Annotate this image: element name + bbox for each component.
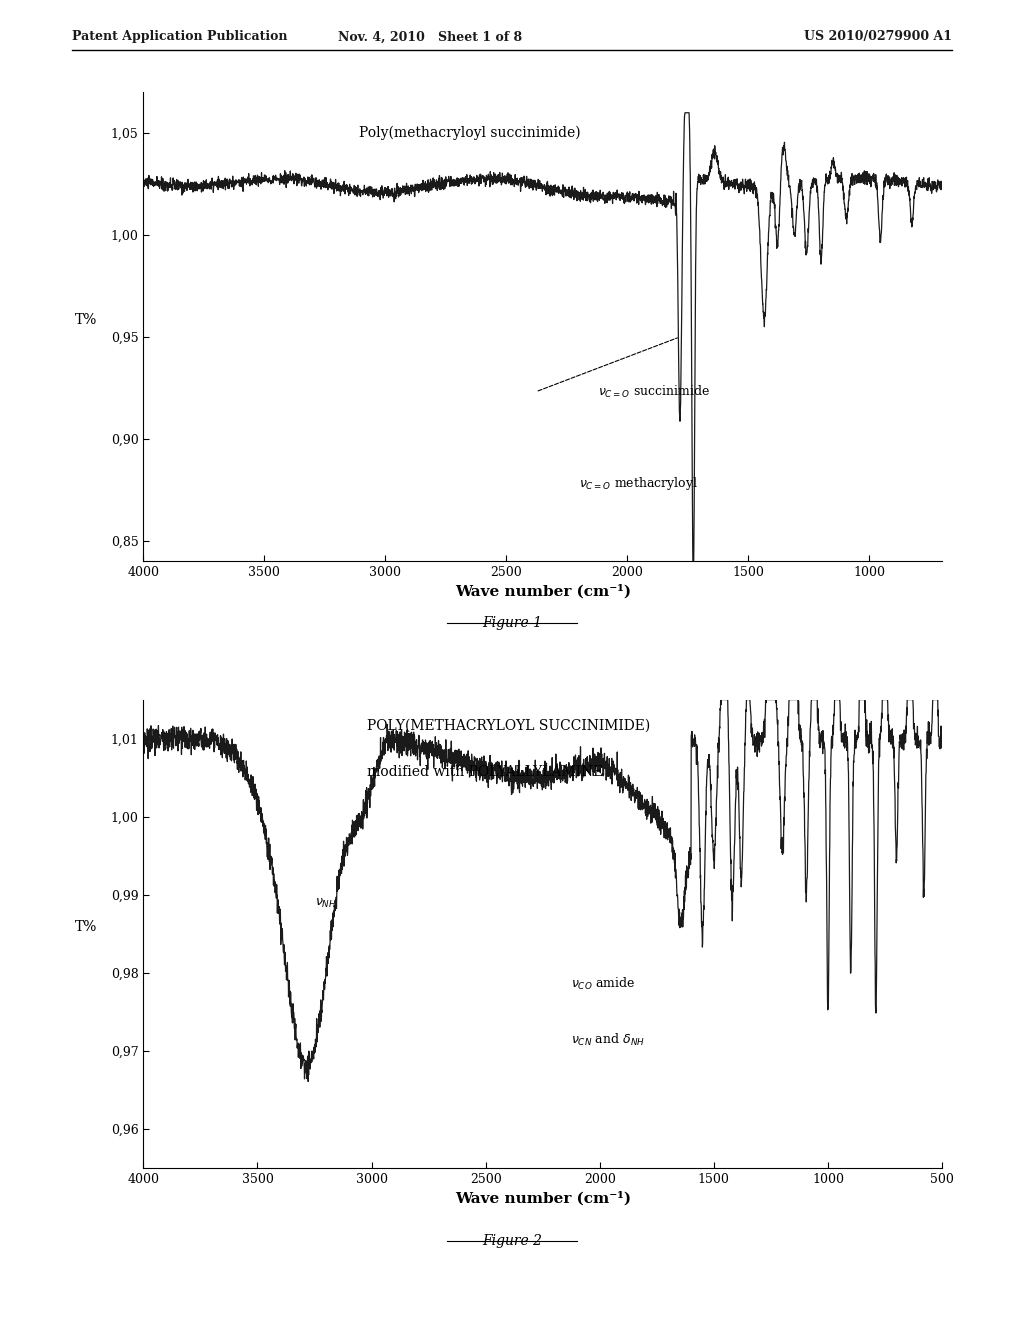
Y-axis label: T%: T% xyxy=(75,920,97,935)
Text: Figure 2: Figure 2 xyxy=(482,1234,542,1249)
Text: $\nu_{NH}$: $\nu_{NH}$ xyxy=(315,896,337,909)
Text: Patent Application Publication: Patent Application Publication xyxy=(72,30,287,44)
Text: $\nu_{C=O}$ succinimide: $\nu_{C=O}$ succinimide xyxy=(598,384,711,400)
Y-axis label: T%: T% xyxy=(75,313,97,327)
Text: US 2010/0279900 A1: US 2010/0279900 A1 xyxy=(804,30,952,44)
Text: $\nu_{CN}$ and $\delta_{NH}$: $\nu_{CN}$ and $\delta_{NH}$ xyxy=(570,1032,645,1048)
Text: modified with POLYALLYLAMINE: modified with POLYALLYLAMINE xyxy=(367,766,603,779)
X-axis label: Wave number (cm⁻¹): Wave number (cm⁻¹) xyxy=(455,585,631,599)
Text: POLY(METHACRYLOYL SUCCINIMIDE): POLY(METHACRYLOYL SUCCINIMIDE) xyxy=(367,718,650,733)
Text: $\nu_{CO}$ amide: $\nu_{CO}$ amide xyxy=(570,975,635,991)
Text: $\nu_{C=O}$ methacryloyl: $\nu_{C=O}$ methacryloyl xyxy=(579,475,698,492)
Text: Nov. 4, 2010   Sheet 1 of 8: Nov. 4, 2010 Sheet 1 of 8 xyxy=(338,30,522,44)
Text: Poly(methacryloyl succinimide): Poly(methacryloyl succinimide) xyxy=(359,125,581,140)
Text: Figure 1: Figure 1 xyxy=(482,616,542,631)
X-axis label: Wave number (cm⁻¹): Wave number (cm⁻¹) xyxy=(455,1192,631,1206)
